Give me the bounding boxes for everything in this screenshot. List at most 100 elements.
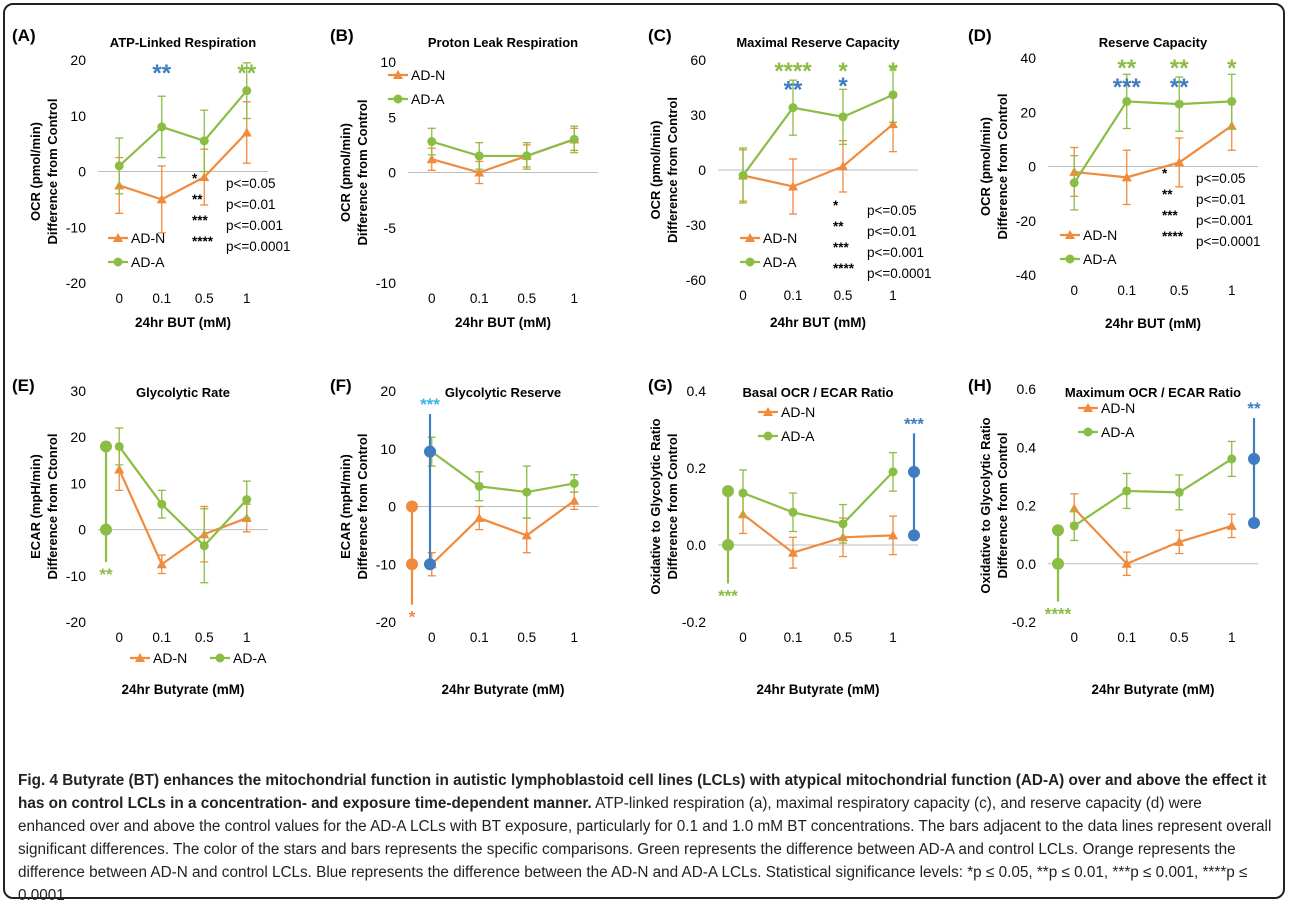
x-tick-label: 0.5 [517, 291, 536, 306]
y-tick-label: -5 [384, 220, 397, 236]
x-tick-label: 0 [115, 291, 123, 306]
panel-e: (E) Glycolytic Rate ECAR (mpH/min) Differen… [12, 376, 268, 697]
x-tick-label: 1 [570, 291, 578, 306]
panel-title: Maximum OCR / ECAR Ratio [1065, 385, 1241, 400]
series-ad-a [738, 66, 898, 204]
y-tick-label: -20 [66, 614, 86, 630]
data-point [199, 172, 210, 182]
y-tick-label: -0.2 [682, 614, 706, 630]
legend-label: AD-A [1101, 424, 1135, 440]
data-point [1121, 172, 1132, 182]
legend-marker [745, 233, 755, 242]
legend-marker [763, 431, 773, 441]
y-axis-label: OCR (pmol/min) [978, 117, 993, 216]
y-tick-label: -30 [686, 217, 706, 233]
data-point [888, 90, 898, 100]
y-tick-label: 20 [1020, 104, 1036, 120]
data-point [241, 127, 252, 137]
data-point [788, 547, 798, 557]
series-line [742, 513, 894, 554]
x-tick-label: 0 [739, 288, 747, 303]
data-point [888, 119, 898, 129]
data-point [1069, 178, 1079, 188]
series-ad-n [114, 101, 252, 234]
data-point [838, 519, 848, 529]
panel-title: Basal OCR / ECAR Ratio [743, 385, 894, 400]
series-line [1073, 507, 1233, 566]
y-tick-label: -10 [66, 568, 86, 584]
legend-label: AD-A [763, 254, 797, 270]
sig-threshold: p<=0.01 [867, 224, 917, 239]
series-ad-a [114, 427, 252, 584]
y-tick-label: 5 [388, 109, 396, 125]
y-tick-label: 20 [70, 52, 86, 68]
legend-label: AD-A [781, 428, 815, 444]
x-tick-label: 0.5 [195, 630, 214, 645]
significance-bar-dot [722, 539, 734, 551]
figure-caption: Fig. 4 Butyrate (BT) enhances the mitoch… [18, 769, 1272, 907]
sig-threshold: p<=0.05 [1196, 171, 1246, 186]
data-point [1069, 503, 1080, 513]
legend-label: AD-N [1101, 400, 1135, 416]
data-point [426, 154, 437, 164]
data-point [888, 467, 898, 477]
x-tick-label: 0 [739, 630, 747, 645]
significance-stars: *** [718, 587, 738, 606]
sig-stars: ** [833, 219, 844, 234]
x-axis-label: 24hr Butyrate (mM) [121, 682, 244, 697]
panel-title: Glycolytic Reserve [445, 385, 561, 400]
legend-label: AD-A [411, 91, 445, 107]
sig-stars: *** [1162, 208, 1179, 223]
y-tick-label: -10 [66, 219, 86, 235]
legend-marker [393, 70, 403, 79]
series-ad-n [426, 491, 580, 577]
x-tick-label: 0.5 [195, 291, 214, 306]
data-point [788, 181, 798, 191]
legend-label: AD-A [1083, 251, 1117, 267]
sig-threshold: p<=0.0001 [867, 266, 932, 281]
x-tick-label: 1 [570, 630, 578, 645]
y-tick-label: 0 [388, 165, 396, 181]
data-point [1226, 520, 1237, 530]
sig-stars: * [192, 171, 198, 186]
sig-threshold: p<=0.0001 [1196, 234, 1261, 249]
legend: AD-N AD-A [1060, 227, 1117, 267]
x-tick-label: 1 [889, 630, 897, 645]
sig-threshold: p<=0.05 [226, 176, 276, 191]
significance-stars: *** [1113, 74, 1142, 101]
sig-threshold: p<=0.001 [226, 218, 283, 233]
series-ad-a [1069, 440, 1237, 542]
panel-label: (H) [968, 376, 992, 395]
sig-stars: * [1162, 166, 1168, 181]
legend-marker [135, 653, 145, 662]
y-tick-label: -20 [1016, 213, 1036, 229]
panel-label: (F) [330, 376, 352, 395]
x-tick-label: 0 [428, 630, 436, 645]
significance-stars: * [888, 58, 898, 85]
data-point [242, 86, 252, 96]
legend-label: AD-N [153, 650, 187, 666]
y-tick-label: 0.2 [1017, 498, 1037, 514]
data-point [1122, 96, 1132, 106]
panel-f: (F) Glycolytic Reserve ECAR (mpH/min) Diffe… [330, 376, 598, 697]
data-point [788, 103, 798, 113]
significance-stars: **** [774, 58, 812, 85]
data-point [522, 487, 532, 497]
significance-bar-dot [908, 529, 920, 542]
data-point [1227, 454, 1237, 464]
panel-title: Reserve Capacity [1099, 35, 1208, 50]
legend: AD-N AD-A [130, 650, 267, 666]
y-tick-label: 40 [1020, 50, 1036, 66]
y-tick-label: 10 [380, 441, 396, 457]
panel-title: Proton Leak Respiration [428, 35, 578, 50]
legend-marker [1083, 427, 1093, 437]
data-point [427, 137, 437, 147]
significance-stars: * [1227, 55, 1237, 82]
series-line [1074, 124, 1233, 179]
y-axis-label: ECAR (mpH/min) [28, 454, 43, 559]
data-point [1174, 157, 1185, 167]
significance-bar-dot [1248, 516, 1260, 529]
x-axis-label: 24hr BUT (mM) [135, 315, 231, 330]
significance-stars: * [838, 58, 848, 85]
x-tick-label: 0.1 [152, 291, 171, 306]
